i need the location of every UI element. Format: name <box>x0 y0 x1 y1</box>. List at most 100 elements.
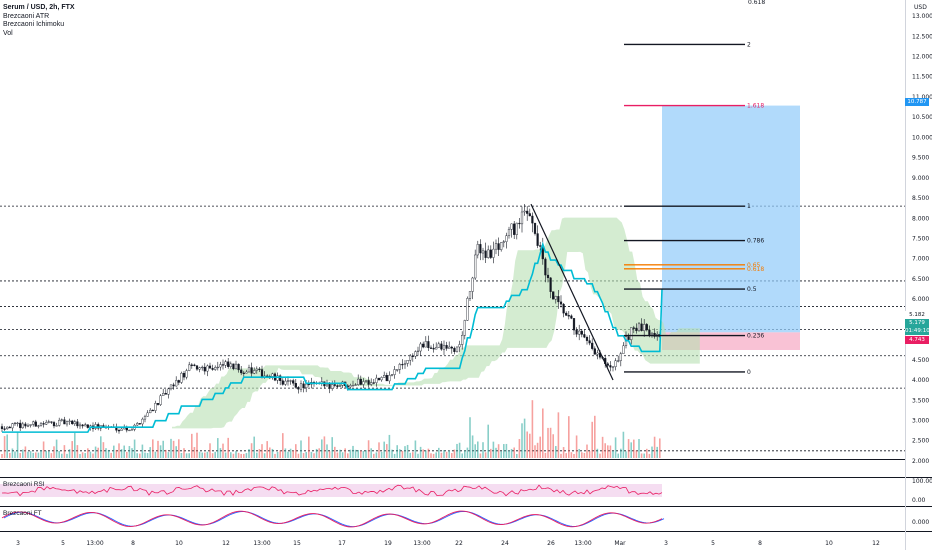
volume-bar <box>573 453 575 458</box>
volume-bar <box>497 444 500 458</box>
candle-body <box>390 374 394 376</box>
time-axis[interactable]: 3 5 13:00 8 10 12 13:00 15 17 19 13:00 22 24 26 13:00 M… <box>16 540 880 547</box>
volume-bar <box>503 444 505 458</box>
rsi-pane <box>0 484 663 497</box>
candle-body <box>526 210 529 214</box>
price-tick: 8.000 <box>912 215 929 222</box>
volume-bar <box>607 445 609 458</box>
volume-bar <box>622 431 625 458</box>
indicator-volume[interactable]: Vol <box>3 29 13 37</box>
volume-bar <box>196 432 198 458</box>
candle-body <box>47 421 50 423</box>
volume-bar <box>107 449 110 458</box>
candle-body <box>34 421 37 427</box>
volume-bar <box>633 439 635 458</box>
stop-price-badge: 4.743 <box>905 336 929 344</box>
candle-body <box>279 375 282 381</box>
volume-bar <box>274 453 276 458</box>
volume-bar <box>87 448 89 458</box>
volume-bar <box>27 451 29 458</box>
volume-bar <box>620 448 622 458</box>
candle-body <box>479 244 482 254</box>
rsi-tick: 0.00 <box>912 497 926 504</box>
fib-extension[interactable]: 2 1.618 1 0.786 0.650.618 0.5 0.236 0 <box>624 41 764 376</box>
candle-body <box>364 380 368 382</box>
candle-body <box>435 347 438 350</box>
candle-body <box>255 368 258 371</box>
candle-body <box>518 222 521 225</box>
candle-body <box>640 323 643 331</box>
volume-bar <box>614 437 617 458</box>
ft-pane-label[interactable]: Brezcaoni FT <box>3 510 42 517</box>
candle-body <box>247 367 251 373</box>
candle-body <box>180 372 183 383</box>
candle-body <box>632 327 635 329</box>
candle-body <box>414 351 417 357</box>
position-zones[interactable] <box>662 105 800 350</box>
price-tick: 9.500 <box>912 155 929 162</box>
volume-bar <box>250 443 253 458</box>
volume-bar <box>516 453 518 458</box>
trendline[interactable] <box>530 203 614 381</box>
candle-body <box>216 366 219 369</box>
candle-body <box>396 369 399 371</box>
candle-body <box>559 301 563 305</box>
volume-bar <box>456 443 458 458</box>
candle-body <box>653 332 656 337</box>
volume-bar <box>175 446 177 458</box>
volume-bar <box>297 453 300 458</box>
time-tick: 12 <box>222 540 230 547</box>
volume-bar <box>302 453 305 458</box>
candle-body <box>193 364 196 366</box>
candle-body <box>232 363 235 370</box>
candle-body <box>201 366 204 369</box>
volume-bar <box>451 453 453 458</box>
volume-bar <box>500 451 502 458</box>
fib-level-label: 0 <box>747 369 751 376</box>
volume-bar <box>152 439 154 458</box>
volume-bar <box>445 451 448 458</box>
volume-bar <box>55 439 58 458</box>
volume-bar <box>453 449 456 458</box>
volume-bar <box>193 447 196 458</box>
indicator-atr[interactable]: Brezcaoni ATR <box>3 12 50 20</box>
candle-body <box>570 315 573 319</box>
volume-bar <box>115 449 118 458</box>
volume-bar <box>79 453 81 458</box>
volume-bar <box>139 453 141 458</box>
indicator-ichimoku[interactable]: Brezcaoni Ichimoku <box>3 21 65 29</box>
volume-bar <box>435 452 437 458</box>
volume-bar <box>625 451 627 458</box>
target-price-badge: 10.787 <box>905 98 929 106</box>
volume-bar <box>261 444 263 458</box>
candle-body <box>406 360 409 364</box>
volume-bar <box>349 449 352 458</box>
volume-bar <box>183 448 185 458</box>
volume-bar <box>206 451 209 458</box>
candle-body <box>424 341 427 348</box>
candle-body <box>544 258 547 276</box>
candle-body <box>32 421 35 425</box>
candle-body <box>276 375 279 381</box>
candle-body <box>354 384 357 386</box>
candle-body <box>393 369 396 375</box>
volume-bar <box>211 453 214 458</box>
kijun-path <box>2 241 663 433</box>
volume-bar <box>321 439 323 458</box>
candle-body <box>419 343 422 352</box>
candle-body <box>65 421 69 425</box>
candle-body <box>149 409 152 414</box>
candle-body <box>494 243 498 250</box>
candle-body <box>580 330 583 335</box>
volume-bar <box>24 446 27 458</box>
volume-bar <box>235 451 237 458</box>
volume-bar <box>477 441 479 458</box>
candle-body <box>11 423 14 429</box>
candle-body <box>229 363 232 367</box>
symbol-title[interactable]: Serum / USD, 2h, FTX <box>3 4 75 11</box>
volume-bar <box>612 450 614 458</box>
rsi-pane-label[interactable]: Brezcaoni RSI <box>3 481 45 488</box>
kijun-line <box>2 241 663 433</box>
volume-bar <box>529 433 531 458</box>
